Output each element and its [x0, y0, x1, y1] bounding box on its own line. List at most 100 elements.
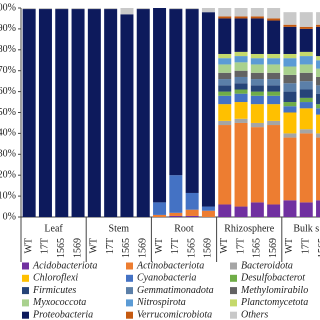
x-tick-label: 17T [40, 238, 51, 254]
legend-swatch [230, 299, 237, 307]
legend-label: Proteobacteria [32, 309, 93, 320]
bar-segment [185, 192, 199, 210]
bar-segment [234, 56, 248, 63]
bar-segment [299, 133, 313, 203]
bar-segment [218, 58, 232, 65]
bar-segment [234, 89, 248, 94]
bar-segment [218, 16, 232, 19]
bar-segment [218, 79, 232, 86]
bar-segment [299, 202, 313, 217]
bar-segment [299, 81, 313, 90]
bar-segment [234, 18, 248, 52]
bar-segment [299, 89, 313, 98]
bar-segment [71, 8, 85, 10]
x-tick-label: 1569 [72, 238, 83, 258]
bar-segment [185, 9, 199, 193]
bar-segment [218, 95, 232, 105]
bar-segment [283, 200, 297, 217]
x-tick-label: WT [219, 238, 230, 254]
group-label: Rhizosphere [224, 223, 275, 234]
bar-segment [169, 175, 183, 213]
bar-segment [38, 9, 52, 218]
legend-swatch [230, 274, 237, 282]
bar-segment [201, 12, 215, 207]
bar-segment [104, 9, 118, 218]
bar-segment [218, 91, 232, 96]
bar-segment [185, 209, 199, 216]
bar-segment [283, 112, 297, 134]
bar-segment [201, 206, 215, 211]
bar-segment [283, 66, 297, 75]
x-tick-label: 17T [170, 238, 181, 254]
legend-label: Nitrospirota [136, 297, 186, 308]
legend-swatch [126, 299, 133, 307]
bar-segment [267, 125, 281, 205]
bar-segment [267, 53, 281, 59]
bar-segment [283, 106, 297, 113]
bar-segment [250, 64, 264, 73]
x-tick-label: 1565 [186, 238, 197, 258]
bar-segment [316, 85, 320, 94]
bar-segment [316, 137, 320, 201]
bar-segment [218, 125, 232, 205]
bar-segment [250, 53, 264, 59]
bar-segment [120, 14, 134, 217]
x-tick-label: WT [154, 238, 165, 254]
legend-swatch [126, 274, 133, 282]
bar-segment [218, 53, 232, 59]
legend-label: Verrucomicrobiota [137, 309, 212, 320]
bar-segment [299, 97, 313, 103]
bar-segment [120, 8, 134, 15]
group-label: Root [174, 223, 194, 234]
bar-segment [71, 9, 85, 218]
y-tick-label: 90% [0, 23, 16, 34]
bar-segment [153, 202, 167, 215]
bar-segment [267, 85, 281, 92]
bar-segment [234, 62, 248, 71]
bar-segment [201, 8, 215, 13]
bar-segment [283, 53, 297, 59]
bar-segment [169, 215, 183, 217]
bar-segment [250, 18, 264, 54]
bar-segment [267, 120, 281, 126]
bar-segment [250, 85, 264, 92]
bar-segment [299, 26, 313, 29]
bar-segment [153, 8, 167, 203]
bar-segment [234, 76, 248, 84]
bar-segment [316, 93, 320, 105]
bar-segment [218, 18, 232, 54]
bar-segment [283, 102, 297, 107]
x-tick-label: 1565 [317, 238, 320, 258]
legend-swatch [22, 274, 29, 282]
bar-segment [234, 51, 248, 57]
x-tick-label: WT [23, 238, 34, 254]
bar-segment [283, 137, 297, 201]
x-tick-label: 1569 [203, 238, 214, 258]
bar-segment [299, 28, 313, 52]
legend-swatch [22, 299, 29, 307]
bar-segment [316, 108, 320, 115]
bar-segment [218, 104, 232, 121]
x-tick-label: 17T [301, 238, 312, 254]
bar-segment [267, 20, 281, 54]
bar-segment [185, 215, 199, 217]
bar-segment [267, 79, 281, 86]
bar-segment [316, 60, 320, 69]
bar-segment [169, 9, 183, 176]
bar-segment [316, 12, 320, 25]
bar-segment [234, 8, 248, 17]
bar-segment [250, 122, 264, 128]
bar-segment [316, 104, 320, 109]
bar-segment [136, 8, 150, 10]
y-tick-label: 60% [0, 86, 16, 97]
bar-segment [316, 114, 320, 134]
bar-segment [267, 58, 281, 65]
bar-segment [169, 8, 183, 10]
y-tick-label: 10% [0, 190, 16, 201]
bar-segment [267, 8, 281, 19]
bar-segment [250, 91, 264, 96]
bar-segment [283, 24, 297, 27]
bar-segment [55, 9, 69, 218]
x-tick-label: 17T [105, 238, 116, 254]
